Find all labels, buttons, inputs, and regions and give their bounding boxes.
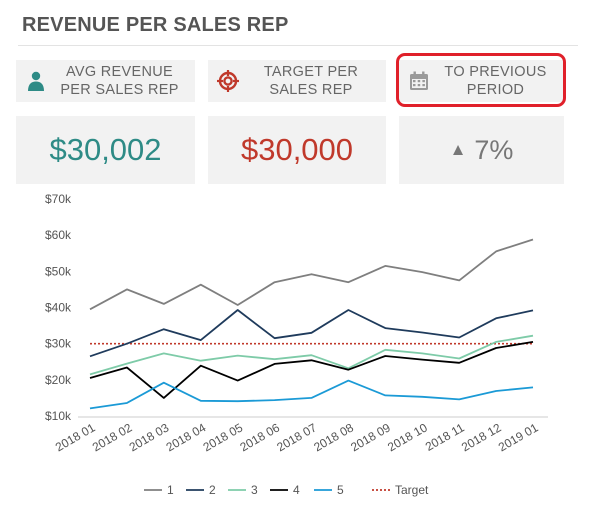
y-tick-label: $40k	[45, 301, 72, 315]
series-line-1	[89, 238, 534, 311]
x-tick-label: 2018 01	[53, 420, 98, 454]
kpi-avg-revenue-value: $30,002	[16, 116, 195, 184]
series-line-3	[89, 334, 534, 376]
y-tick-label: $60k	[45, 228, 72, 242]
calendar-icon	[410, 71, 428, 90]
y-tick-label: $20k	[45, 373, 72, 387]
x-tick-label: 2018 11	[423, 420, 467, 454]
target-icon	[217, 70, 239, 92]
trend-up-icon: ▲	[449, 140, 467, 159]
x-tick-label: 2018 04	[164, 420, 209, 454]
x-tick-label: 2018 10	[385, 420, 430, 454]
y-tick-label: $50k	[45, 264, 72, 278]
y-tick-label: $70k	[45, 192, 72, 206]
kpi-previous-period-label: TO PREVIOUS PERIOD	[444, 64, 547, 98]
kpi-previous-period-header: TO PREVIOUS PERIOD	[399, 60, 564, 102]
x-tick-label: 2018 07	[274, 420, 319, 454]
page-title: REVENUE PER SALES REP	[22, 14, 289, 36]
x-tick-label: 2018 08	[311, 420, 356, 454]
y-tick-label: $10k	[45, 409, 72, 423]
legend-label-5: 5	[337, 483, 344, 497]
x-tick-label: 2018 12	[459, 420, 504, 454]
legend-label-Target: Target	[395, 483, 429, 497]
title-divider	[18, 45, 578, 46]
kpi-previous-period-number: 7%	[474, 134, 514, 165]
series-line-4	[89, 341, 534, 399]
kpi-avg-revenue-header: AVG REVENUE PER SALES REP	[16, 60, 195, 102]
highlight-annotation	[396, 53, 566, 107]
x-tick-label: 2018 05	[201, 420, 246, 454]
x-tick-label: 2019 01	[496, 420, 541, 454]
series-line-2	[89, 309, 534, 358]
x-tick-label: 2018 06	[238, 420, 283, 454]
kpi-target-label: TARGET PER SALES REP	[263, 64, 359, 98]
y-tick-label: $30k	[45, 337, 72, 351]
kpi-target-value: $30,000	[208, 116, 386, 184]
x-tick-label: 2018 03	[127, 420, 172, 454]
legend-label-3: 3	[251, 483, 258, 497]
person-icon	[28, 71, 44, 91]
kpi-previous-period-value: ▲ 7%	[399, 116, 564, 184]
x-tick-label: 2018 02	[90, 420, 135, 454]
kpi-avg-revenue-label: AVG REVENUE PER SALES REP	[60, 64, 179, 98]
legend-label-2: 2	[209, 483, 216, 497]
kpi-target-header: TARGET PER SALES REP	[208, 60, 386, 102]
x-tick-label: 2018 09	[348, 420, 393, 454]
legend-label-4: 4	[293, 483, 300, 497]
legend-label-1: 1	[167, 483, 174, 497]
series-line-5	[89, 379, 534, 410]
